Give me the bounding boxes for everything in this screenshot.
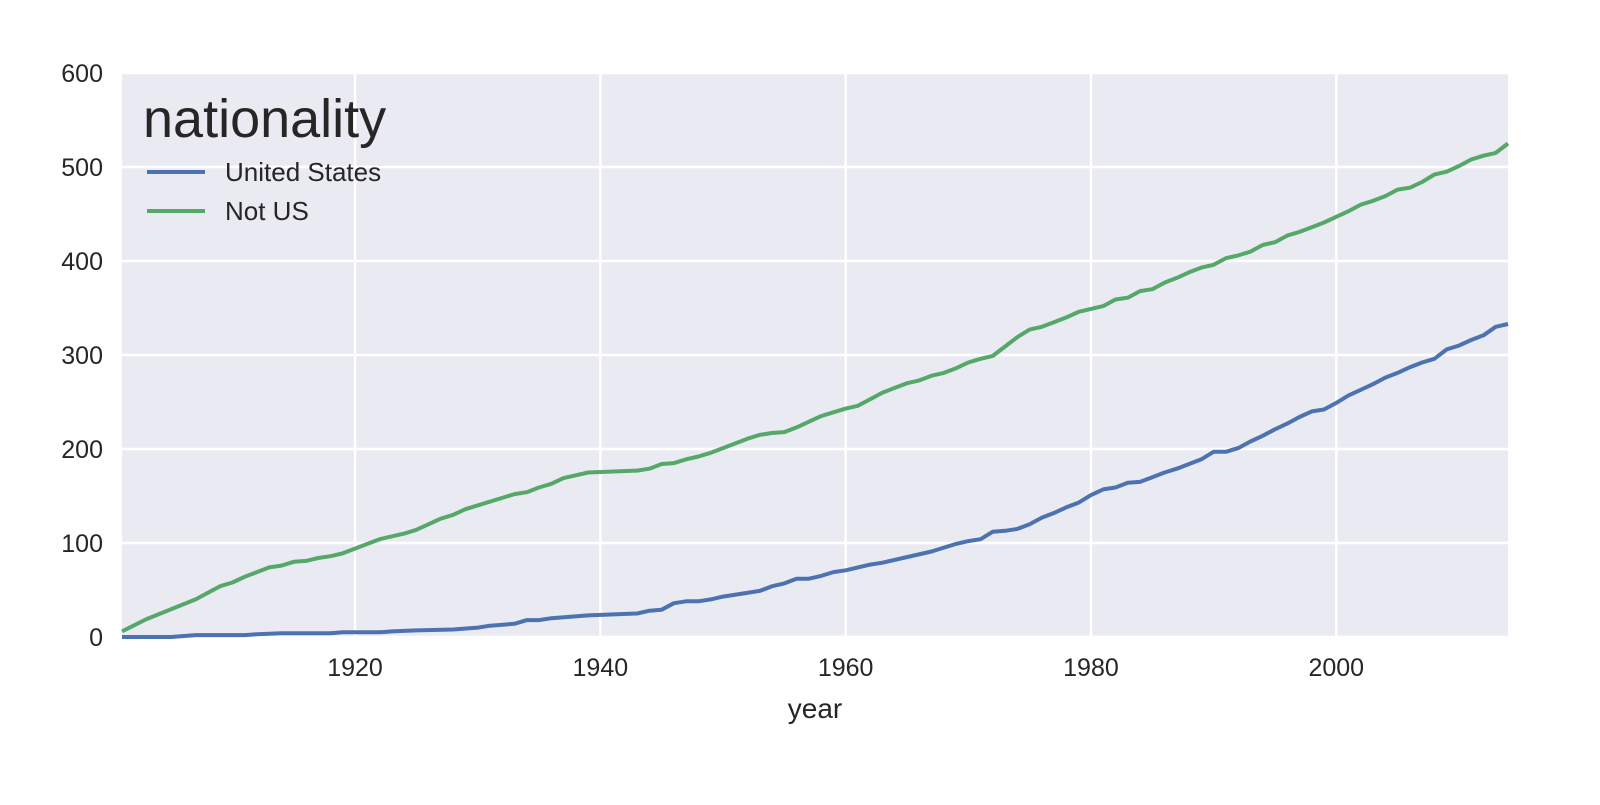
legend-title: nationality (143, 89, 386, 149)
y-tick-label: 100 (61, 530, 103, 558)
x-tick-label: 1960 (818, 654, 874, 682)
y-tick-label: 200 (61, 436, 103, 464)
x-axis-ticks: 1920 1940 1960 1980 2000 (327, 654, 1364, 682)
series-line-united-states (122, 322, 1509, 639)
series-line-not-us (121, 141, 1510, 634)
y-axis-ticks: 0 100 200 300 400 500 600 (61, 60, 103, 652)
legend: nationality United States Not US (143, 89, 386, 226)
y-tick-label: 0 (89, 624, 103, 652)
series-lines (121, 141, 1510, 639)
legend-label: Not US (225, 196, 309, 226)
y-tick-label: 500 (61, 154, 103, 182)
x-tick-label: 2000 (1308, 654, 1364, 682)
x-axis-label: year (788, 693, 842, 724)
y-tick-label: 300 (61, 342, 103, 370)
x-tick-label: 1920 (327, 654, 383, 682)
legend-label: United States (225, 157, 381, 187)
y-tick-label: 400 (61, 248, 103, 276)
x-tick-label: 1940 (573, 654, 629, 682)
y-tick-label: 600 (61, 60, 103, 88)
grid-lines (122, 71, 1508, 639)
x-tick-label: 1980 (1063, 654, 1119, 682)
